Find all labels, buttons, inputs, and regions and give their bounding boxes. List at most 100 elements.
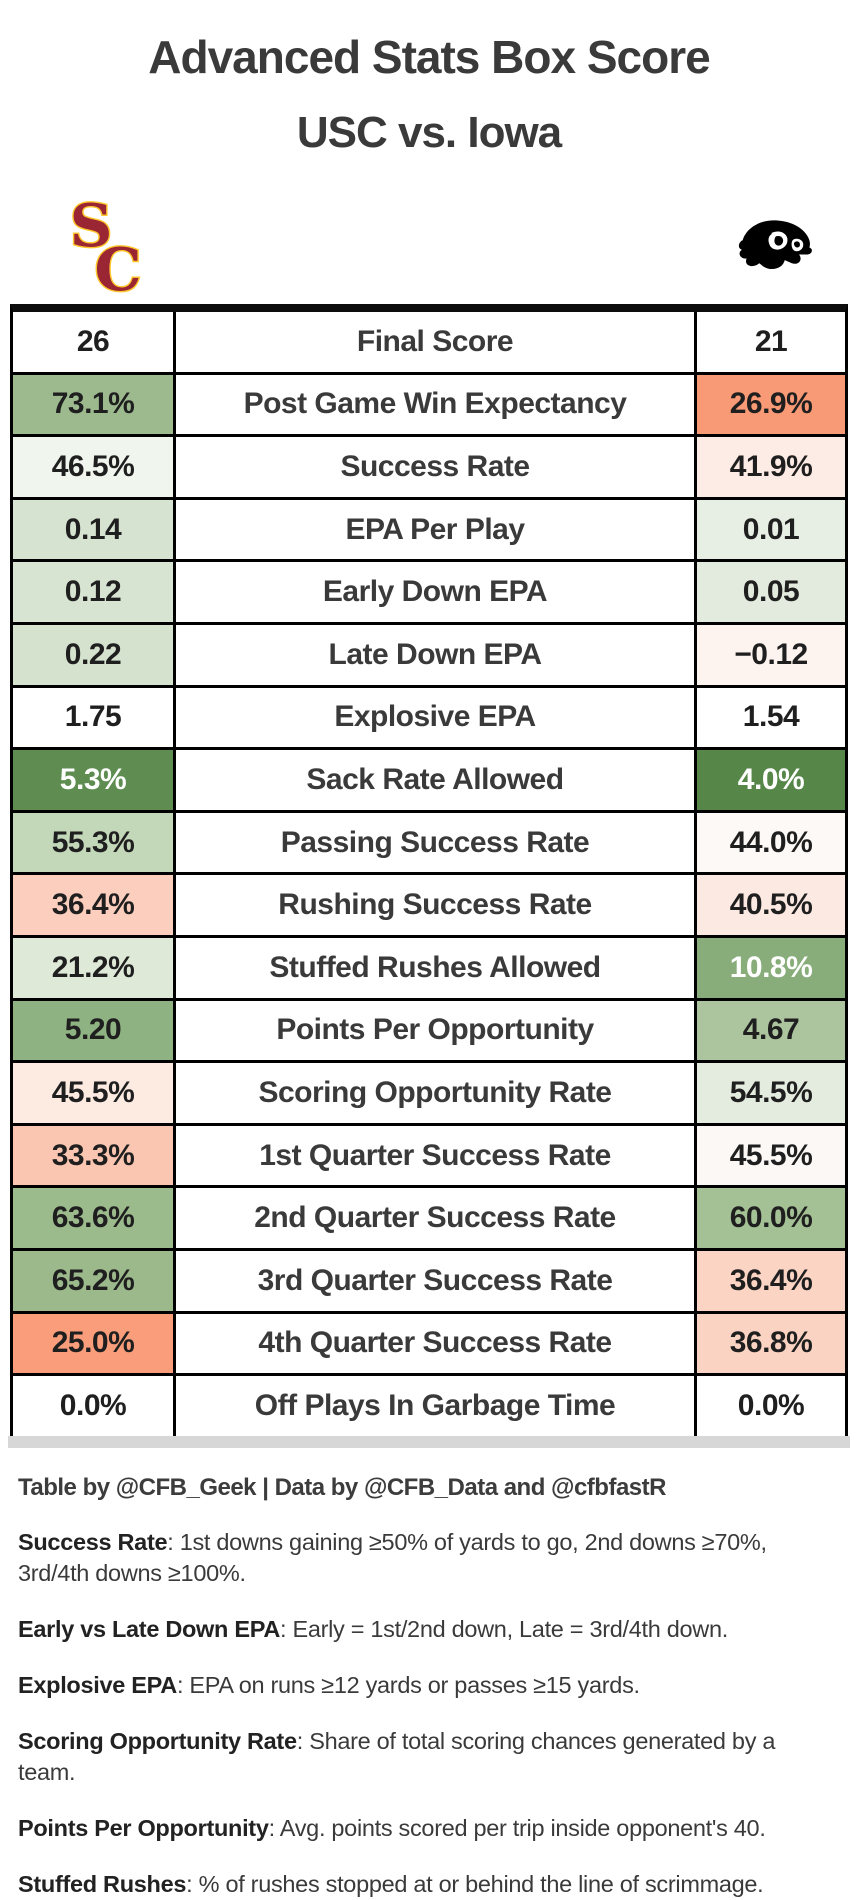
table-row: 26 Final Score 21 [13, 312, 845, 375]
table-row: 63.6% 2nd Quarter Success Rate 60.0% [13, 1188, 845, 1251]
stat-definition-note: Explosive EPA: EPA on runs ≥12 yards or … [18, 1670, 836, 1701]
table-row: 36.4% Rushing Success Rate 40.5% [13, 875, 845, 938]
note-text: : % of rushes stopped at or behind the l… [186, 1870, 764, 1897]
usc-value-cell: 25.0% [13, 1313, 173, 1374]
usc-value-cell: 55.3% [13, 812, 173, 873]
stats-table: 26 Final Score 21 73.1% Post Game Win Expect… [10, 304, 848, 1436]
metric-cell: Early Down EPA [173, 562, 697, 622]
usc-value-cell: 0.22 [13, 624, 173, 685]
table-row: 33.3% 1st Quarter Success Rate 45.5% [13, 1125, 845, 1189]
stat-definition-note: Scoring Opportunity Rate: Share of total… [18, 1726, 836, 1788]
iowa-value-cell: 4.0% [697, 750, 845, 810]
stat-definition-note: Stuffed Rushes: % of rushes stopped at o… [18, 1869, 836, 1900]
metric-cell: 4th Quarter Success Rate [173, 1313, 697, 1374]
usc-logo-letter-c: C [95, 234, 142, 296]
metric-cell: Scoring Opportunity Rate [173, 1063, 697, 1123]
iowa-value-cell: 1.54 [697, 687, 845, 748]
table-row: 73.1% Post Game Win Expectancy 26.9% [13, 374, 845, 438]
metric-cell: EPA Per Play [173, 499, 697, 560]
metric-cell: Post Game Win Expectancy [173, 374, 697, 435]
usc-logo-icon: S C [68, 196, 143, 296]
usc-value-cell: 36.4% [13, 875, 173, 935]
usc-value-cell: 63.6% [13, 1188, 173, 1248]
iowa-value-cell: −0.12 [697, 624, 845, 685]
note-text: : EPA on runs ≥12 yards or passes ≥15 ya… [176, 1671, 640, 1698]
iowa-value-cell: 54.5% [697, 1063, 845, 1123]
usc-value-cell: 0.0% [13, 1376, 173, 1436]
table-row: 0.12 Early Down EPA 0.05 [13, 562, 845, 625]
metric-cell: Sack Rate Allowed [173, 750, 697, 810]
metric-cell: Final Score [173, 312, 697, 372]
usc-value-cell: 45.5% [13, 1063, 173, 1123]
metric-cell: 1st Quarter Success Rate [173, 1125, 697, 1186]
metric-cell: 3rd Quarter Success Rate [173, 1250, 697, 1311]
metric-cell: Success Rate [173, 437, 697, 497]
notes-list: Success Rate: 1st downs gaining ≥50% of … [18, 1527, 840, 1900]
footer: Table by @CFB_Geek | Data by @CFB_Data a… [18, 1474, 840, 1900]
iowa-value-cell: 40.5% [697, 875, 845, 935]
usc-value-cell: 46.5% [13, 437, 173, 497]
iowa-value-cell: 4.67 [697, 1000, 845, 1061]
iowa-value-cell: 60.0% [697, 1188, 845, 1248]
matchup-subtitle: USC vs. Iowa [296, 108, 562, 157]
usc-value-cell: 65.2% [13, 1250, 173, 1311]
usc-value-cell: 0.12 [13, 562, 173, 622]
note-label: Early vs Late Down EPA [18, 1615, 280, 1642]
note-text: : Share of total scoring chances generat… [18, 1727, 776, 1785]
table-row: 25.0% 4th Quarter Success Rate 36.8% [13, 1313, 845, 1377]
table-row: 0.22 Late Down EPA −0.12 [13, 624, 845, 688]
usc-value-cell: 73.1% [13, 374, 173, 435]
table-row: 21.2% Stuffed Rushes Allowed 10.8% [13, 937, 845, 1001]
stat-definition-note: Points Per Opportunity: Avg. points scor… [18, 1813, 836, 1844]
note-text: : Early = 1st/2nd down, Late = 3rd/4th d… [280, 1615, 728, 1642]
iowa-value-cell: 10.8% [697, 937, 845, 998]
note-text: : Avg. points scored per trip inside opp… [268, 1814, 766, 1841]
table-row: 5.20 Points Per Opportunity 4.67 [13, 1000, 845, 1064]
usc-value-cell: 5.20 [13, 1000, 173, 1061]
metric-cell: Rushing Success Rate [173, 875, 697, 935]
usc-value-cell: 0.14 [13, 499, 173, 560]
iowa-value-cell: 44.0% [697, 812, 845, 873]
table-bottom-bar [8, 1435, 850, 1448]
stat-definition-note: Success Rate: 1st downs gaining ≥50% of … [18, 1527, 836, 1589]
page-title: Advanced Stats Box Score [148, 31, 710, 83]
table-row: 1.75 Explosive EPA 1.54 [13, 687, 845, 751]
metric-cell: Explosive EPA [173, 687, 697, 748]
metric-cell: Points Per Opportunity [173, 1000, 697, 1061]
iowa-value-cell: 0.01 [697, 499, 845, 560]
iowa-value-cell: 0.0% [697, 1376, 845, 1436]
metric-cell: 2nd Quarter Success Rate [173, 1188, 697, 1248]
metric-cell: Off Plays In Garbage Time [173, 1376, 697, 1436]
usc-value-cell: 33.3% [13, 1125, 173, 1186]
usc-value-cell: 26 [13, 312, 173, 372]
credit-line: Table by @CFB_Geek | Data by @CFB_Data a… [18, 1473, 666, 1501]
note-label: Points Per Opportunity [18, 1814, 269, 1841]
iowa-value-cell: 21 [697, 312, 845, 372]
metric-cell: Passing Success Rate [173, 812, 697, 873]
iowa-value-cell: 36.8% [697, 1313, 845, 1374]
iowa-value-cell: 0.05 [697, 562, 845, 622]
table-row: 65.2% 3rd Quarter Success Rate 36.4% [13, 1250, 845, 1314]
note-label: Stuffed Rushes [18, 1870, 187, 1897]
table-row: 46.5% Success Rate 41.9% [13, 437, 845, 500]
usc-value-cell: 21.2% [13, 937, 173, 998]
team-logos-row: S C [0, 194, 858, 298]
iowa-value-cell: 26.9% [697, 374, 845, 435]
table-row: 5.3% Sack Rate Allowed 4.0% [13, 750, 845, 813]
usc-value-cell: 1.75 [13, 687, 173, 748]
table-row: 0.14 EPA Per Play 0.01 [13, 499, 845, 563]
note-label: Success Rate [18, 1528, 168, 1555]
stats-table-body: 26 Final Score 21 73.1% Post Game Win Expect… [13, 312, 845, 1436]
iowa-value-cell: 41.9% [697, 437, 845, 497]
usc-value-cell: 5.3% [13, 750, 173, 810]
stat-definition-note: Early vs Late Down EPA: Early = 1st/2nd … [18, 1614, 836, 1645]
metric-cell: Stuffed Rushes Allowed [173, 937, 697, 998]
note-label: Explosive EPA [18, 1671, 177, 1698]
table-row: 55.3% Passing Success Rate 44.0% [13, 812, 845, 876]
iowa-value-cell: 45.5% [697, 1125, 845, 1186]
note-text: : 1st downs gaining ≥50% of yards to go,… [18, 1528, 767, 1586]
table-row: 0.0% Off Plays In Garbage Time 0.0% [13, 1376, 845, 1436]
usc-logo-letter-s: S [70, 196, 113, 260]
table-row: 45.5% Scoring Opportunity Rate 54.5% [13, 1063, 845, 1126]
